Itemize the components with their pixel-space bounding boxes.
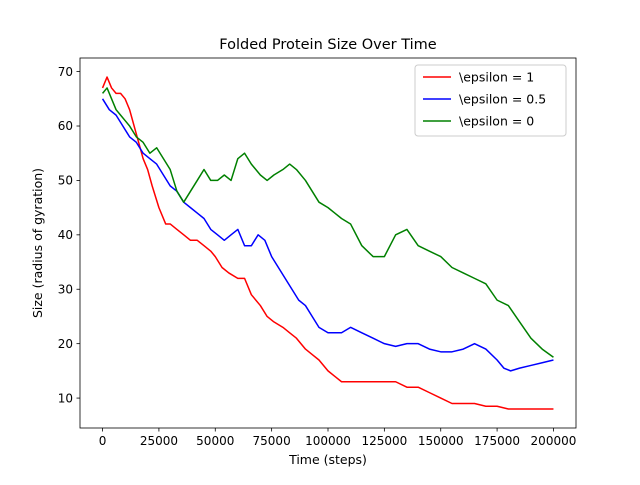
x-tick-label: 25000 (140, 434, 178, 448)
plot-area: 0 25000 50000 75000 100000 125000 150000 175000… (58, 57, 577, 448)
y-tick-label: 20 (58, 337, 73, 351)
series-line-2 (101, 98, 554, 372)
x-tick-label: 0 (99, 434, 107, 448)
x-axis-ticks: 0 25000 50000 75000 100000 125000 150000 175000… (99, 428, 577, 448)
legend-label-3: \epsilon = 0 (459, 114, 534, 129)
x-axis-label: Time (steps) (288, 452, 367, 467)
series-line-1 (101, 76, 554, 410)
x-tick-label: 75000 (253, 434, 291, 448)
series-line-3 (101, 87, 554, 358)
legend: \epsilon = 1 \epsilon = 0.5 \epsilon = 0 (414, 64, 567, 137)
legend-label-2: \epsilon = 0.5 (459, 92, 546, 107)
series-lines (101, 76, 554, 410)
legend-items: \epsilon = 1 \epsilon = 0.5 \epsilon = 0 (423, 70, 546, 129)
y-axis-label: Size (radius of gyration) (30, 168, 45, 318)
y-tick-label: 60 (58, 119, 73, 133)
x-tick-label: 200000 (531, 434, 577, 448)
legend-label-1: \epsilon = 1 (459, 70, 534, 85)
legend-box (414, 64, 567, 137)
x-tick-label: 50000 (196, 434, 234, 448)
y-tick-label: 10 (58, 391, 73, 405)
x-tick-label: 125000 (361, 434, 407, 448)
x-tick-label: 150000 (418, 434, 464, 448)
y-tick-label: 50 (58, 174, 73, 188)
y-tick-label: 30 (58, 282, 73, 296)
y-axis-ticks: 10 20 30 40 50 60 70 (58, 65, 80, 405)
chart-title: Folded Protein Size Over Time (219, 37, 437, 53)
y-tick-label: 70 (58, 65, 73, 79)
y-tick-label: 40 (58, 228, 73, 242)
x-tick-label: 175000 (474, 434, 520, 448)
x-tick-label: 100000 (305, 434, 351, 448)
